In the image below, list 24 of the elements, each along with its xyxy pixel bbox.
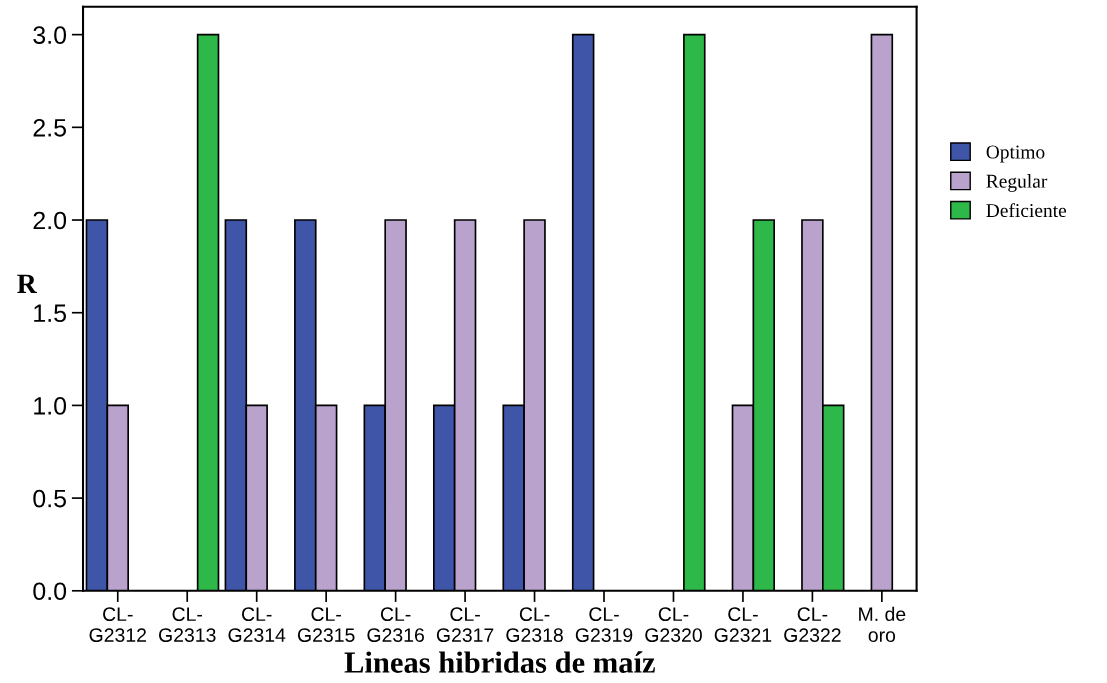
- x-tick-label: CL- G2318: [506, 607, 563, 642]
- y-tick-label: 2.5: [33, 118, 67, 137]
- x-tick-label: CL- G2314: [228, 607, 286, 642]
- x-tick-label: CL- G2316: [367, 607, 424, 642]
- x-tick-label: CL- G2313: [159, 607, 216, 642]
- x-tick-label: CL- G2321: [714, 607, 772, 642]
- y-tick-label: 0.0: [33, 582, 67, 601]
- y-tick-label: 2.0: [33, 211, 67, 230]
- x-tick-label: CL- G2315: [297, 607, 355, 642]
- legend-label: Regular: [986, 174, 1048, 192]
- y-tick-label: 0.5: [33, 489, 67, 508]
- y-axis-title: R: [17, 274, 38, 293]
- y-tick-label: 1.0: [34, 397, 67, 415]
- x-tick-label: M. de oro: [859, 606, 906, 642]
- legend-label: Optimo: [986, 145, 1045, 163]
- x-axis-title: Lineas hibridas de maíz: [344, 651, 655, 673]
- x-tick-label: CL- G2319: [575, 607, 633, 642]
- y-tick-label: 1.5: [34, 304, 67, 323]
- x-tick-label: CL- G2320: [645, 607, 702, 642]
- x-tick-label: CL- G2322: [784, 607, 841, 642]
- x-tick-label: CL- G2312: [89, 607, 146, 642]
- legend-label: Deficiente: [986, 203, 1067, 218]
- y-tick-label: 3.0: [33, 26, 67, 44]
- x-tick-label: CL- G2317: [436, 607, 494, 642]
